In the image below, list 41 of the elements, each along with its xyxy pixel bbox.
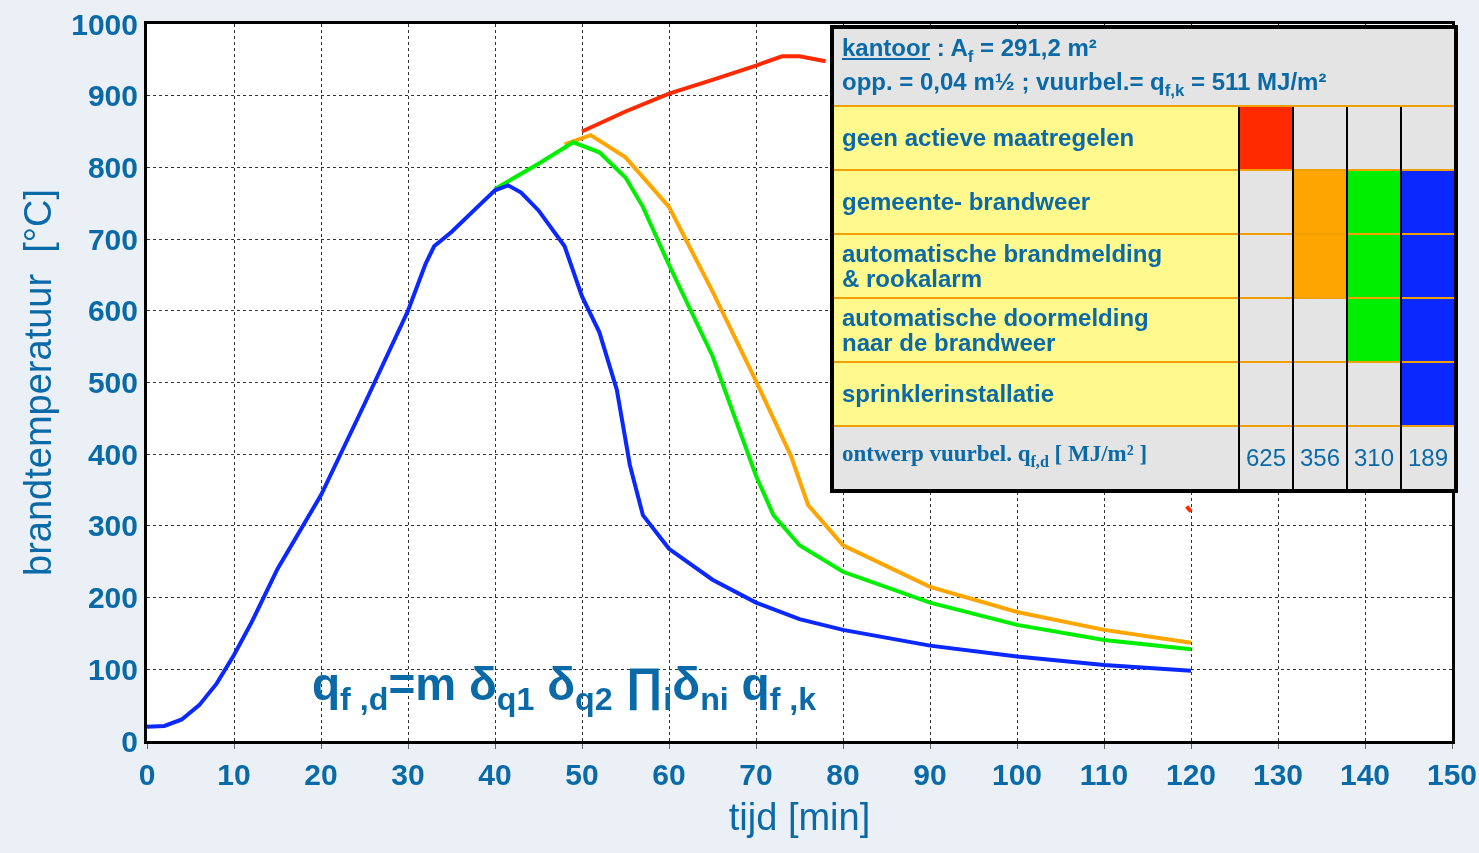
y-tick-label: 300 [87,509,138,543]
annotation: automatische doormelding naar de brandweer [834,297,1239,362]
x-axis-title: tijd [min] [728,796,871,839]
x-tick-label: 130 [1252,758,1304,791]
annotation: sprinklerinstallatie [834,361,1239,426]
y-axis-title: brandtemperatuur [°C] [17,189,60,576]
y-tick-label: 400 [87,437,138,471]
text: q$_{f ,d}$=m δ$_{q1}$ δ$_{q2}$ ∏$_{i}$δ$_{ni}$ q$_{f ,k}$ [312,658,817,717]
x-tick-label: 120 [1165,758,1217,791]
x-tick-label: 30 [391,758,425,791]
y-tick-label: 100 [87,652,138,686]
y-tick-label: 900 [87,79,138,113]
x-tick-label: 60 [652,758,686,791]
x-tick-label: 150 [1426,758,1478,791]
x-tick-label: 10 [217,758,251,791]
y-tick-label: 800 [87,150,138,184]
y-tick-label: 700 [87,222,138,256]
annotation: automatische brandmelding & rookalarm [834,233,1239,298]
y-tick-label: 200 [87,581,138,615]
annotation: gemeente- brandweer [834,169,1239,234]
annotation: 310 [1347,425,1401,489]
annotation: opp. = 0,04 m½ ; vuurbel.= q$_{f,k}$ = 511 MJ/m² [842,67,1327,100]
y-tick-label: 0 [121,724,138,758]
annotation: 625 [1239,425,1293,489]
x-tick-label: 90 [913,758,947,791]
x-tick-label: 50 [565,758,599,791]
annotation: kantoor : A$_{f}$ = 291,2 m² [842,34,1097,66]
x-tick-label: 110 [1079,758,1129,791]
x-tick-label: 100 [991,758,1043,791]
x-tick-label: 70 [739,758,773,791]
y-tick-label: 600 [87,294,138,328]
x-tick-label: 140 [1339,758,1391,791]
x-tick-label: 40 [478,758,512,791]
x-tick-label: 80 [826,758,860,791]
annotation: 356 [1293,425,1347,489]
annotation: 189 [1401,425,1454,489]
y-tick-label: 500 [87,366,138,399]
x-tick-label: 20 [304,758,338,791]
annotation: geen actieve maatregelen [834,105,1239,170]
annotation: ontwerp vuurbel. q$_{f,d}$ [ MJ/m² ] [834,425,1239,489]
y-tick-label: 1000 [71,7,138,41]
